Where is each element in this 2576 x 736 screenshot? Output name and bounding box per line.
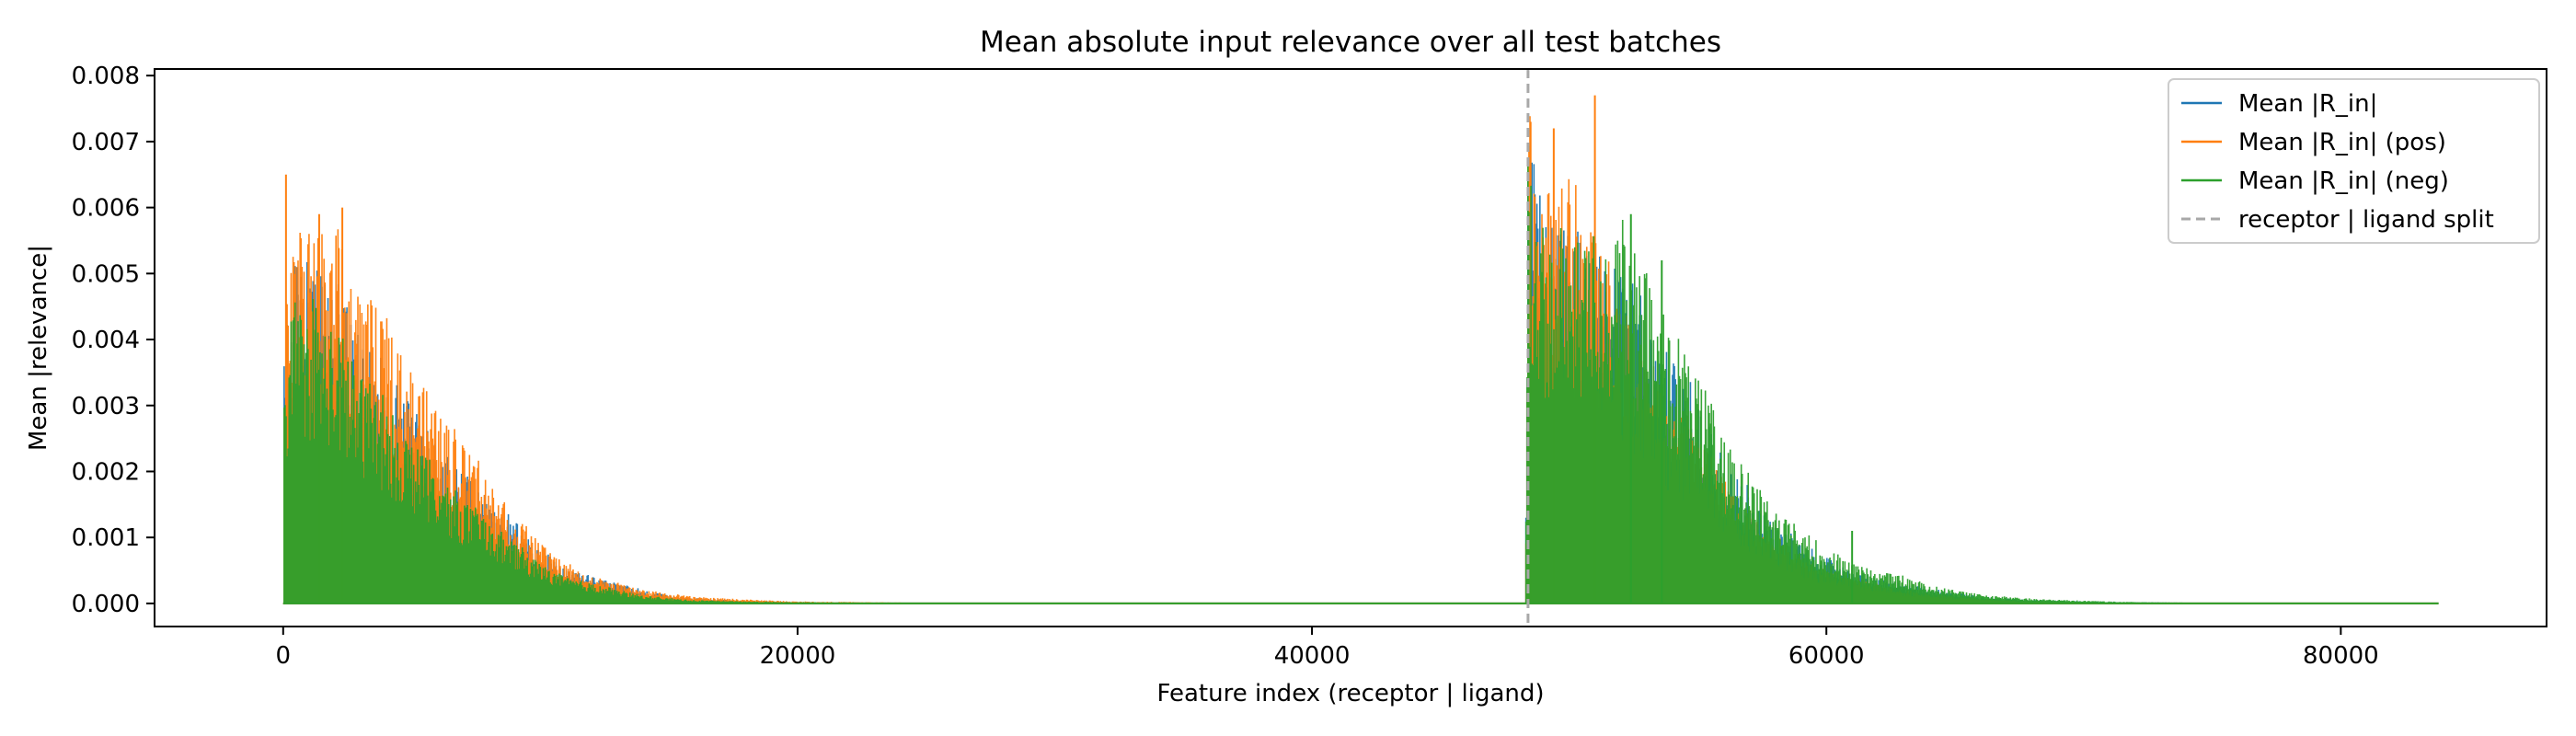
y-axis-title: Mean |relevance| [25, 245, 52, 451]
x-axis: 0 20000 40000 60000 80000 [276, 627, 2379, 670]
legend: Mean |R_in| Mean |R_in| (pos) Mean |R_in| … [2168, 78, 2540, 244]
series-3 [282, 157, 2439, 604]
y-tick-label: 0.004 [72, 327, 140, 354]
legend-label-3: Mean |R_in| (neg) [2238, 167, 2449, 195]
legend-label-1: Mean |R_in| [2238, 90, 2377, 118]
y-tick-label: 0.001 [72, 524, 140, 552]
x-axis-title: Feature index (receptor | ligand) [1156, 680, 1544, 707]
y-tick-label: 0.008 [72, 63, 140, 90]
series-layer [282, 95, 2439, 604]
y-tick-label: 0.007 [72, 129, 140, 156]
legend-label-2: Mean |R_in| (pos) [2238, 129, 2446, 156]
y-tick-label: 0.002 [72, 458, 140, 486]
x-tick-label: 60000 [1788, 642, 1865, 670]
y-tick-label: 0.005 [72, 260, 140, 288]
legend-label-4: receptor | ligand split [2238, 206, 2494, 234]
y-tick-label: 0.006 [72, 195, 140, 223]
x-tick-label: 40000 [1274, 642, 1351, 670]
x-tick-label: 80000 [2303, 642, 2379, 670]
y-axis: 0.000 0.001 0.002 0.003 0.004 0.005 0.006 0.007… [72, 63, 155, 618]
x-tick-label: 20000 [760, 642, 836, 670]
plot-frame [154, 68, 2547, 627]
y-tick-label: 0.003 [72, 393, 140, 420]
y-tick-label: 0.000 [72, 591, 140, 618]
legend-box [2168, 78, 2540, 244]
x-tick-label: 0 [276, 642, 292, 670]
chart-title: Mean absolute input relevance over all t… [980, 26, 1721, 59]
